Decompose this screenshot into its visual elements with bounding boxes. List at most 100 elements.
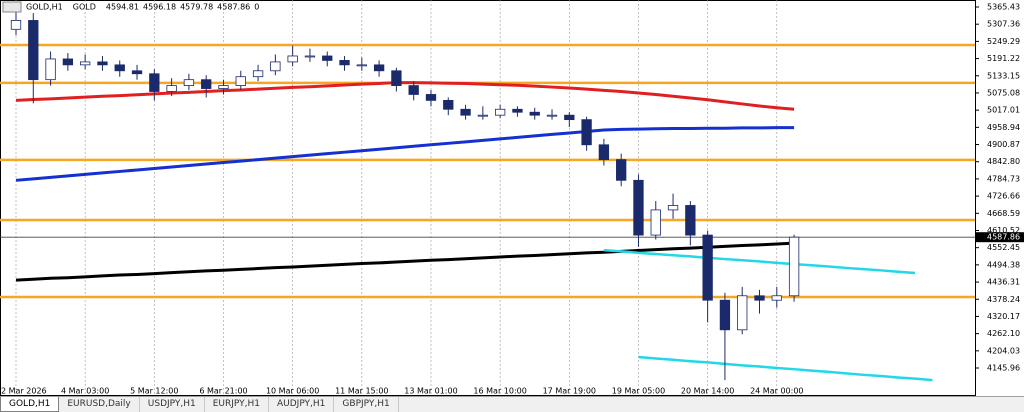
indicator-line bbox=[15, 81, 795, 111]
header-extra: 0 bbox=[254, 3, 259, 12]
candle-body bbox=[685, 205, 696, 236]
candle-body bbox=[546, 114, 558, 117]
y-tick-label: 5191.22 bbox=[987, 54, 1020, 63]
candle-body bbox=[80, 61, 91, 66]
candle-body bbox=[10, 20, 22, 30]
x-tick-label: 6 Mar 21:00 bbox=[199, 387, 247, 396]
y-tick-label: 4610.52 bbox=[987, 226, 1020, 235]
header-low: 4579.78 bbox=[180, 3, 213, 12]
candle-body bbox=[754, 295, 765, 301]
tab[interactable]: GBPJPY,H1 bbox=[334, 397, 399, 412]
candle-body bbox=[149, 73, 160, 92]
candle-body bbox=[667, 205, 679, 211]
candle-body bbox=[737, 295, 748, 331]
y-tick-label: 4145.96 bbox=[987, 364, 1020, 373]
indicator-line bbox=[603, 248, 916, 275]
y-tick-label: 4668.59 bbox=[987, 209, 1020, 218]
candle-body bbox=[425, 94, 437, 101]
candle-body bbox=[512, 108, 523, 113]
x-tick-label: 2 Mar 2026 bbox=[1, 387, 47, 396]
y-tick-label: 5075.08 bbox=[987, 88, 1020, 97]
x-tick-label: 24 Mar 00:00 bbox=[750, 387, 803, 396]
x-tick-label: 4 Mar 03:00 bbox=[61, 387, 109, 396]
tab[interactable]: GOLD,H1 bbox=[0, 397, 60, 412]
y-tick-label: 4552.45 bbox=[987, 243, 1020, 252]
header-open: 4594.81 bbox=[106, 3, 139, 12]
x-tick-label: 5 Mar 12:00 bbox=[130, 387, 178, 396]
candle-body bbox=[719, 299, 731, 331]
header: GOLD,H1 GOLD 4594.81 4596.18 4579.78 458… bbox=[2, 1, 259, 13]
candle-body bbox=[373, 64, 385, 72]
plot-layer bbox=[0, 0, 975, 395]
candle-body bbox=[97, 61, 108, 66]
candle-body bbox=[581, 119, 592, 146]
x-tick-label: 17 Mar 19:00 bbox=[543, 387, 596, 396]
x-tick-label: 13 Mar 01:00 bbox=[404, 387, 457, 396]
candle-body bbox=[201, 79, 212, 89]
candle-body bbox=[131, 70, 143, 75]
candle-body bbox=[460, 108, 471, 116]
candle-body bbox=[28, 20, 39, 81]
y-tick-label: 4784.73 bbox=[987, 174, 1020, 183]
indicator-line bbox=[15, 126, 795, 182]
header-symbol: GOLD,H1 bbox=[26, 3, 63, 12]
indicator-line bbox=[638, 355, 933, 382]
header-name: GOLD bbox=[73, 3, 96, 12]
header-high: 4596.18 bbox=[143, 3, 176, 12]
symbol-icon bbox=[2, 1, 22, 13]
candle-body bbox=[771, 295, 782, 301]
candle-body bbox=[529, 111, 540, 116]
x-tick-label: 10 Mar 06:00 bbox=[266, 387, 319, 396]
candle-body bbox=[62, 58, 74, 66]
tab[interactable]: EURUSD,Daily bbox=[59, 397, 140, 412]
candle-body bbox=[616, 159, 627, 181]
y-tick-label: 4494.38 bbox=[987, 260, 1020, 269]
x-tick-label: 19 Mar 05:00 bbox=[612, 387, 665, 396]
y-tick-label: 4842.80 bbox=[987, 157, 1020, 166]
y-tick-label: 5307.36 bbox=[987, 20, 1020, 29]
x-tick-label: 11 Mar 15:00 bbox=[335, 387, 388, 396]
y-tick-label: 4262.10 bbox=[987, 329, 1020, 338]
candle-body bbox=[494, 108, 506, 116]
candle-body bbox=[598, 144, 610, 160]
plot-area bbox=[0, 0, 976, 396]
candle-body bbox=[443, 99, 454, 110]
current-price-label: 4587.86 bbox=[987, 233, 1020, 242]
tab[interactable]: EURJPY,H1 bbox=[205, 397, 269, 412]
y-tick-label: 4958.94 bbox=[987, 123, 1020, 132]
chart: 2 Mar 2026 4 Mar 03:00 5 Mar 12:00 6 Mar 21… bbox=[0, 0, 1024, 396]
candle-body bbox=[235, 76, 246, 86]
tab[interactable]: USDJPY,H1 bbox=[140, 397, 205, 412]
candle-body bbox=[564, 114, 575, 121]
candle-body bbox=[650, 209, 661, 236]
tab-bar: GOLD,H1 EURUSD,Daily USDJPY,H1 EURJPY,H1… bbox=[0, 396, 1024, 412]
candle-body bbox=[304, 55, 316, 58]
candle-body bbox=[633, 179, 644, 236]
tab[interactable]: AUDJPY,H1 bbox=[269, 397, 335, 412]
candle-body bbox=[287, 55, 298, 63]
candle-body bbox=[339, 60, 350, 66]
x-tick-label: 16 Mar 10:00 bbox=[473, 387, 526, 396]
candle-body bbox=[252, 70, 264, 78]
candle-body bbox=[45, 58, 56, 81]
y-tick-label: 5249.29 bbox=[987, 37, 1020, 46]
header-close: 4587.86 bbox=[217, 3, 250, 12]
candle-body bbox=[477, 114, 489, 117]
current-price-box bbox=[976, 232, 1024, 243]
y-tick-label: 4900.87 bbox=[987, 140, 1020, 149]
y-tick-label: 4726.66 bbox=[987, 192, 1020, 201]
candle-body bbox=[218, 85, 229, 89]
y-tick-label: 4204.03 bbox=[987, 346, 1020, 355]
y-tick-label: 4436.31 bbox=[987, 278, 1020, 287]
indicator-line bbox=[15, 241, 795, 282]
candle-body bbox=[270, 61, 281, 72]
candle-body bbox=[391, 70, 402, 86]
y-tick-label: 4320.17 bbox=[987, 312, 1020, 321]
y-tick-label: 4378.24 bbox=[987, 295, 1020, 304]
candle-body bbox=[114, 64, 125, 72]
y-tick-label: 5133.15 bbox=[987, 71, 1020, 80]
axis-layer: 2 Mar 2026 4 Mar 03:00 5 Mar 12:00 6 Mar 21… bbox=[1, 3, 1024, 396]
candle-body bbox=[183, 79, 195, 86]
y-tick-label: 5017.01 bbox=[987, 106, 1020, 115]
